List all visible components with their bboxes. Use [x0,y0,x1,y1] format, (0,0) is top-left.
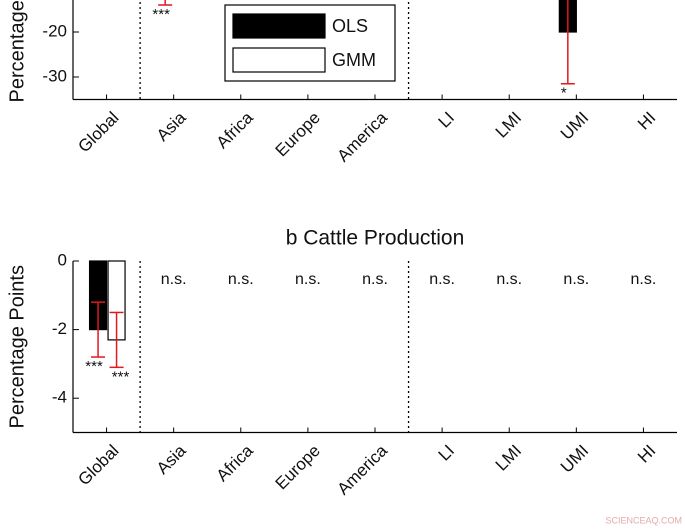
x-tick-label: LI [435,441,458,464]
error-bar [109,311,124,369]
x-tick-label: LMI [492,441,525,474]
chart-title: b Cattle Production [286,227,465,250]
x-tick-label: UMI [557,108,592,143]
significance-label: *** [85,358,103,375]
x-tick-label: HI [634,441,659,466]
error-bar [158,0,173,6]
x-tick-label: LMI [492,108,525,141]
x-tick-label: Asia [153,108,190,145]
y-tick-label: -4 [52,388,67,407]
x-tick-label: HI [634,108,659,133]
x-tick-label: Africa [213,108,258,153]
legend-label: OLS [332,16,368,36]
y-tick-label: -30 [42,66,67,85]
significance-label: *** [152,6,170,23]
watermark: SCIENCEAQ.COM [605,515,682,525]
x-tick-label: LI [435,108,458,131]
x-tick-label: Global [74,441,122,489]
significance-label: n.s. [228,271,254,288]
y-tick-label: 0 [58,250,67,269]
legend-swatch [232,47,326,73]
significance-label: n.s. [429,271,455,288]
y-axis-label: Percentage Points [6,265,28,428]
x-tick-label: America [333,108,391,166]
legend-label: GMM [332,50,376,70]
significance-label: n.s. [295,271,321,288]
significance-label: n.s. [161,271,187,288]
significance-label: n.s. [362,271,388,288]
x-tick-label: Europe [272,108,324,160]
legend-swatch [232,13,326,39]
y-tick-label: -20 [42,21,67,40]
significance-label: n.s. [631,271,657,288]
x-tick-label: Europe [272,441,324,493]
significance-label: n.s. [563,271,589,288]
x-tick-label: America [333,441,391,499]
error-bar [91,301,106,358]
x-tick-label: Africa [213,441,258,486]
x-tick-label: Asia [153,441,190,478]
x-tick-label: UMI [557,441,592,476]
significance-label: *** [112,368,130,385]
x-tick-label: Global [74,108,122,156]
y-axis-label: Percentage Points [6,0,28,102]
significance-label: * [561,85,567,102]
significance-label: n.s. [496,271,522,288]
error-bar [560,0,575,85]
y-tick-label: -2 [52,319,67,338]
